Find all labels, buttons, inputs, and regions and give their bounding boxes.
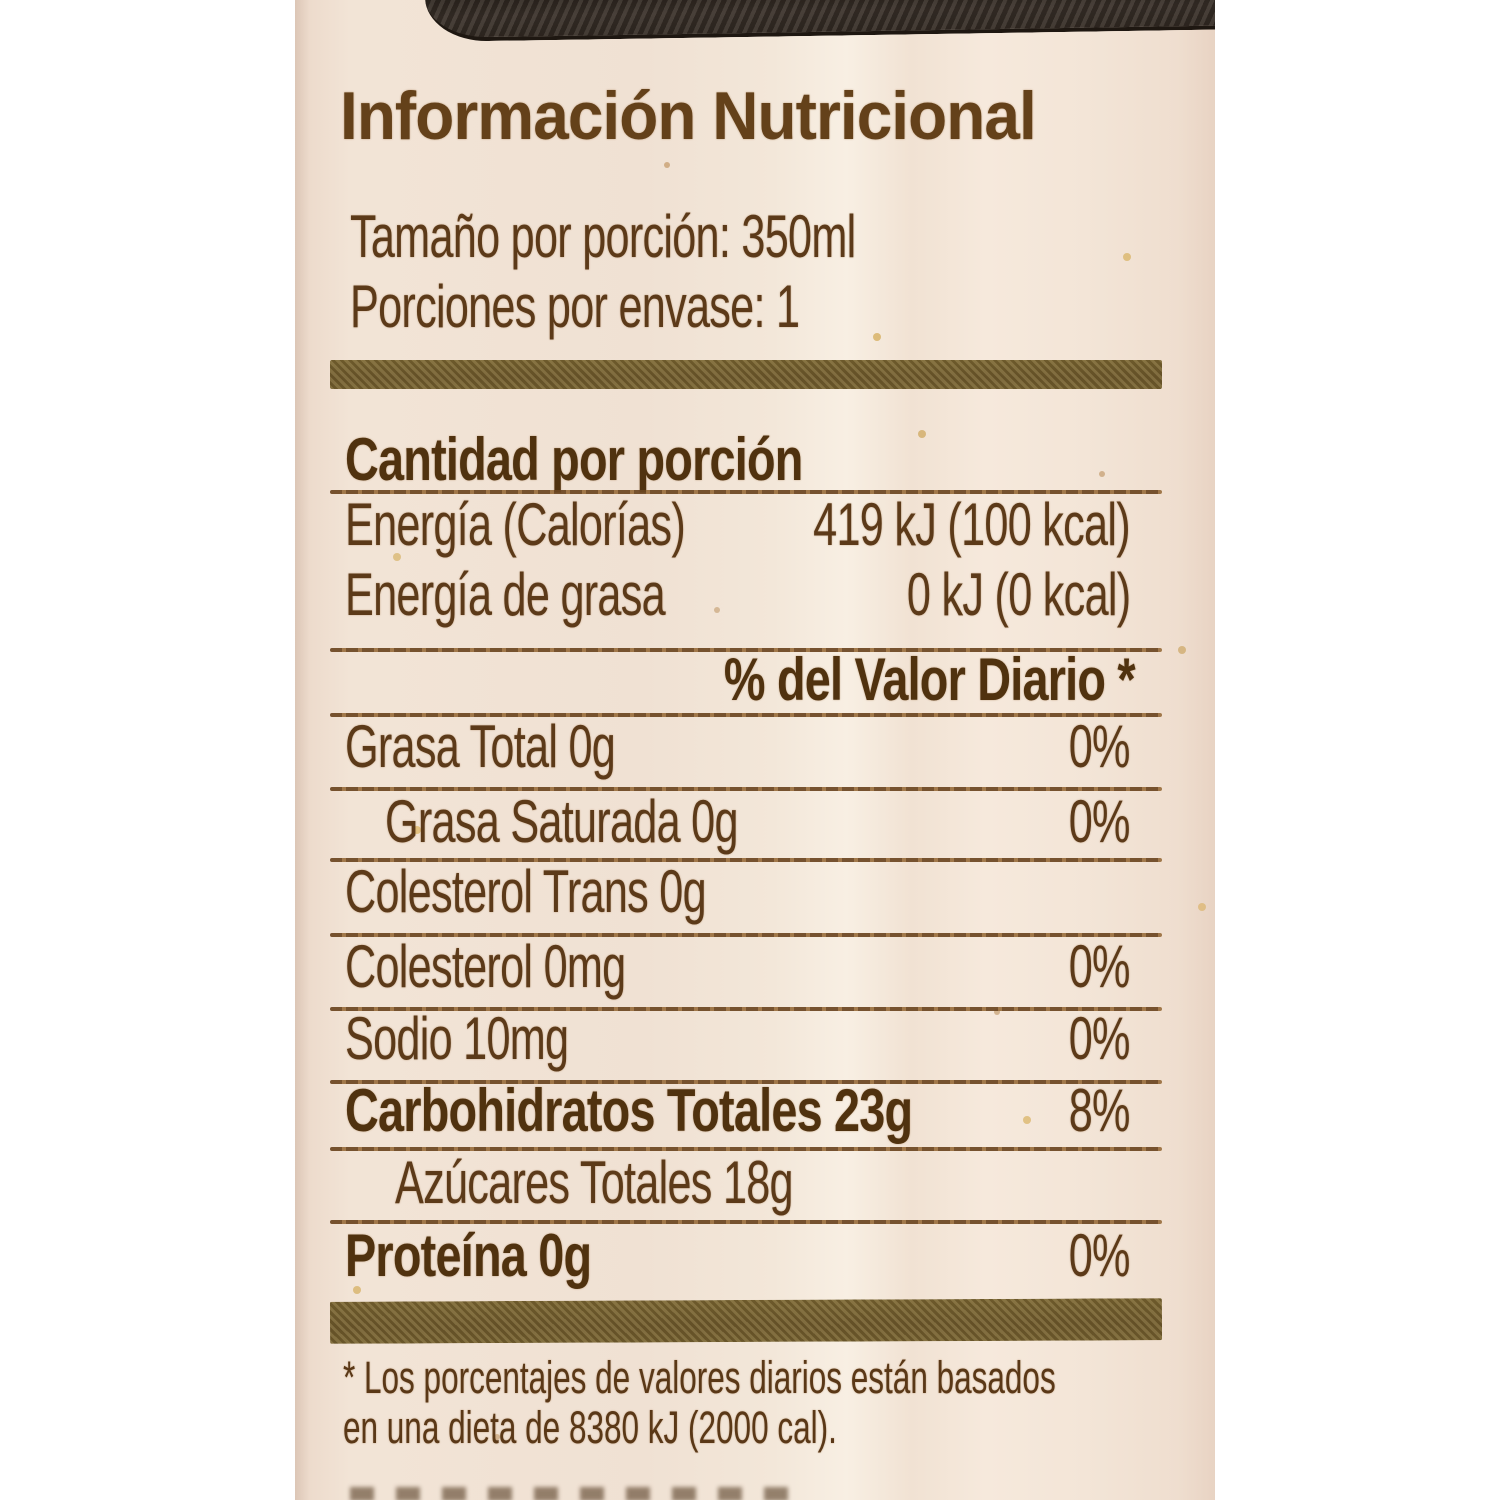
nutrient-row-name: Proteína 0g (345, 1222, 592, 1289)
rule (330, 1007, 1162, 1011)
servings-per-container-line: Porciones por envase: 1 (350, 273, 800, 340)
serving-size-line: Tamaño por porción: 350ml (350, 203, 856, 270)
nutrient-row-pct: 0% (1069, 1005, 1131, 1072)
rule (330, 490, 1162, 494)
rule (330, 858, 1162, 862)
rule (330, 713, 1162, 717)
daily-value-header: % del Valor Diario * (724, 646, 1136, 713)
footnote-line-2: en una dieta de 8380 kJ (2000 cal). (343, 1402, 837, 1453)
nutrient-row-name: Grasa Saturada 0g (385, 788, 739, 855)
rule (330, 1147, 1162, 1151)
energy-row-value: 419 kJ (100 kcal) (813, 491, 1130, 558)
bottle-cap-band (425, 0, 1215, 42)
nutrient-row-name: Colesterol Trans 0g (345, 858, 707, 925)
rule (330, 787, 1162, 791)
nutrient-row-name: Carbohidratos Totales 23g (345, 1077, 913, 1144)
nutrient-row-pct: 8% (1069, 1077, 1131, 1144)
rule (330, 1220, 1162, 1224)
rule (330, 648, 1162, 652)
nutrient-row-pct: 0% (1069, 713, 1131, 780)
nutrient-row-name: Azúcares Totales 18g (395, 1149, 794, 1216)
label-title: Información Nutricional (340, 78, 1037, 154)
nutrient-row-pct: 0% (1069, 1222, 1131, 1289)
footnote-line-1: * Los porcentajes de valores diarios est… (343, 1352, 1056, 1403)
nutrient-row-name: Sodio 10mg (345, 1005, 569, 1072)
separator-bar-bottom (329, 1298, 1163, 1344)
cutoff-text-fragment (350, 1487, 790, 1500)
nutrient-row-pct: 0% (1069, 933, 1131, 1000)
amount-per-serving-header: Cantidad por porción (345, 426, 803, 493)
separator-bar-top (330, 360, 1162, 389)
nutrient-row-name: Grasa Total 0g (345, 713, 616, 780)
nutrient-row-pct: 0% (1069, 788, 1131, 855)
energy-row-name: Energía (Calorías) (345, 491, 686, 558)
print-specks (295, 0, 299, 4)
rule (330, 933, 1162, 937)
rule (330, 1080, 1162, 1084)
nutrition-label: Información Nutricional Tamaño por porci… (295, 0, 1215, 1500)
nutrient-row-name: Colesterol 0mg (345, 933, 626, 1000)
energy-fat-row-value: 0 kJ (0 kcal) (906, 561, 1130, 628)
energy-fat-row-name: Energía de grasa (345, 561, 666, 628)
